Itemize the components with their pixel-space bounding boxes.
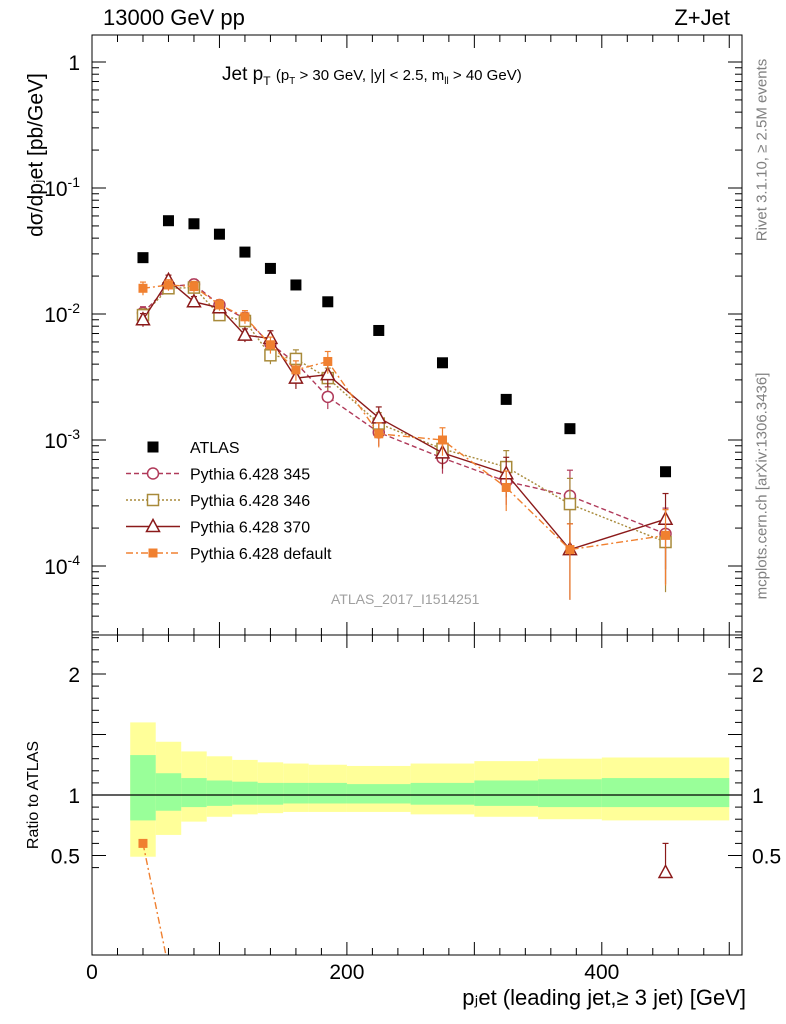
legend-label: Pythia 6.428 370 [190,520,310,537]
band-green [474,780,539,806]
series-p370-point [135,311,151,326]
header-process: Z+Jet [674,5,730,30]
series-atlas-point [162,215,174,227]
legend-marker [145,517,161,533]
x-axis-label: pⱼet (leading jet,≥ 3 jet) [GeV] [462,985,746,1010]
plot-title: Jet pT (pT > 30 GeV, |y| < 2.5, mll > 40… [222,64,522,88]
header-energy: 13000 GeV pp [103,5,245,30]
band-green [410,782,475,805]
series-atlas-point [188,218,200,230]
plot-title-cond-b: > 30 GeV, |y| < 2.5, m [295,67,445,84]
series-atlas-point [290,279,302,291]
ratio-y-tick-label-right: 1 [752,785,764,808]
series-atlas-point [436,357,448,369]
y-tick-label: 10-3 [44,426,80,453]
series-atlas-point [264,262,276,274]
series-atlas-point [564,423,576,435]
series-atlas-point [373,324,385,336]
y-tick-label: 10-1 [44,174,80,201]
ratio-y-tick-label: 1 [68,785,80,808]
series-p346-point [563,497,577,511]
x-tick-label: 200 [329,961,364,984]
ratio-y-tick-label-right: 2 [752,664,764,687]
series-atlas-point [137,252,149,264]
rivet-label: Rivet 3.1.10, ≥ 2.5M events [753,58,771,242]
plot-title-cond-c: > 40 GeV) [448,67,522,84]
legend-label: Pythia 6.428 default [190,546,332,563]
ratio-p370-point [657,863,674,879]
plot-title-cond-sub: T [289,76,296,87]
series-pdefault-point [265,340,275,350]
legend-label: ATLAS [190,440,240,457]
band-green [346,784,411,804]
band-green [308,782,347,804]
series-pdefault-point [565,545,575,555]
analysis-watermark: ATLAS_2017_I1514251 [331,591,480,607]
series-pdefault-point [214,300,224,310]
plot-title-cond-sub2: ll [444,76,449,87]
band-green [257,782,284,805]
series-p370-point [371,409,387,424]
series-atlas-point [213,228,225,240]
top-panel: 10-4 10-3 10-2 10-1 1 ATLAS Pythia 6.428 345 Py… [44,34,743,636]
series-pdefault-point [501,482,511,492]
series-pdefault-point [240,312,250,322]
series-p370-point [186,293,202,308]
series-p370-point [237,326,253,341]
plot-title-main: Jet p [222,64,264,85]
series-p345-point [321,390,335,404]
series-atlas-point [660,466,672,478]
y-axis-label-ratio: Ratio to ATLAS [25,740,42,850]
ratio-panel: 0.5 0.5 1 1 2 2 0 200 400 [51,634,781,984]
series-pdefault-point [323,356,333,366]
band-green [181,778,207,808]
series-atlas-point [322,296,334,308]
legend-label: Pythia 6.428 346 [190,493,310,510]
ratio-y-tick-label: 0.5 [51,846,80,869]
legend-marker [146,467,160,480]
band-green [155,773,182,811]
ratio-y-tick-label: 2 [68,664,80,687]
legend-marker [147,441,159,453]
y-tick-label: 10-2 [44,300,80,327]
legend-marker [146,493,160,507]
y-tick-label: 10-4 [44,552,80,579]
band-green [538,779,602,808]
ratio-pdefault-point [138,838,148,848]
x-tick-label: 400 [584,961,619,984]
y-tick-label: 1 [68,52,80,75]
series-pdefault-point [437,435,447,445]
series-pdefault-point [138,283,148,293]
series-atlas-point [239,246,251,258]
top-frame [91,34,743,636]
ratio-pdefault-line [142,843,167,956]
legend-label: Pythia 6.428 345 [190,467,310,484]
series-pdefault-point [374,429,384,439]
band-green [232,781,258,805]
series-pdefault-point [291,365,301,375]
mcplots-label: mcplots.cern.ch [arXiv:1306.3436] [753,372,771,600]
band-green [130,755,156,821]
plot-title-cond: (pT > 30 GeV, |y| < 2.5, mll > 40 GeV) [275,67,522,87]
plot-title-main-sub: T [263,73,271,88]
y-axis-label-top: dσ/dpⱼet [pb/GeV] [24,73,48,237]
series-pdefault-point [189,282,199,292]
plot-title-cond-a: (p [275,67,290,84]
series-pdefault-point [163,280,173,290]
ratio-y-tick-label-right: 0.5 [752,846,781,869]
band-green [601,778,730,808]
series-pdefault-point [661,530,671,540]
series-atlas-point [500,393,512,405]
x-tick-label: 0 [86,961,98,984]
legend-marker [148,548,158,558]
band-green [283,782,309,804]
band-green [206,780,233,806]
